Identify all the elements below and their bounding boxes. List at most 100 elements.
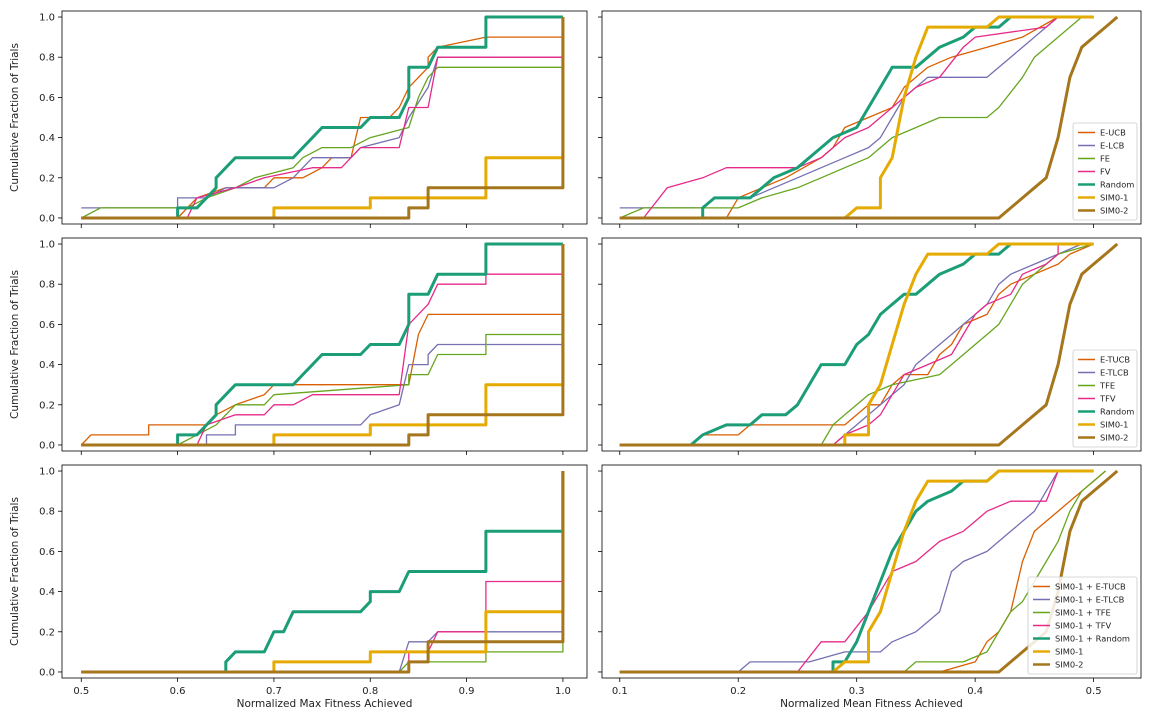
axes-frame <box>61 10 588 225</box>
series-line-sim0-1 <box>619 469 1094 674</box>
series-line-sim0-2 <box>81 244 565 447</box>
legend: E-TUCB E-TLCB TFE TFV Random SIM0-1 SIM0-2 <box>1072 349 1138 448</box>
x-tick-label: 0.5 <box>73 686 89 697</box>
series-line-sim0-1-tfv <box>619 470 1059 673</box>
y-tick-label: 0.0 <box>39 213 55 224</box>
legend-entry: E-TLCB <box>1100 368 1129 378</box>
y-tick-label: 0.2 <box>39 400 55 411</box>
legend-entry: SIM0-1 + E-TUCB <box>1055 582 1126 592</box>
legend-entry: E-UCB <box>1100 128 1126 138</box>
legend-entry: SIM0-1 + TFV <box>1055 621 1111 631</box>
legend-entry: SIM0-1 + E-TLCB <box>1055 595 1125 605</box>
y-tick-label: 0.4 <box>39 360 55 371</box>
series-line-tfe <box>619 243 1094 446</box>
x-tick-label: 0.7 <box>266 686 282 697</box>
y-tick-label: 0.6 <box>39 93 55 104</box>
legend-entry: Random <box>1100 407 1134 417</box>
legend-entry: FE <box>1100 154 1110 164</box>
series-line-fe <box>619 16 1094 219</box>
legend-box <box>1072 349 1138 448</box>
y-tick-label: 0.4 <box>39 133 55 144</box>
y-tick-label: 1.0 <box>39 240 55 251</box>
series-line-e-tlcb <box>81 244 564 446</box>
series-line-e-lcb <box>81 17 564 209</box>
legend-entry: TFV <box>1099 394 1116 404</box>
legend-entry: SIM0-1 + Random <box>1055 634 1130 644</box>
y-axis-label: Cumulative Fraction of Trials <box>9 497 21 646</box>
series-group <box>619 242 1119 447</box>
x-tick-label: 0.5 <box>1086 686 1102 697</box>
series-line-sim0-2 <box>619 15 1119 220</box>
series-group <box>619 15 1119 220</box>
x-tick-label: 0.2 <box>730 686 746 697</box>
axes-frame <box>61 464 588 679</box>
series-line-random <box>619 242 1094 447</box>
legend-entry: SIM0-1 <box>1055 647 1083 657</box>
legend-box <box>1072 122 1138 221</box>
legend-entry: Random <box>1100 180 1134 190</box>
legend-entry: E-TUCB <box>1100 355 1130 365</box>
series-group <box>80 242 565 447</box>
legend-box <box>1027 576 1138 675</box>
x-tick-label: 1.0 <box>555 686 571 697</box>
legend-entry: E-LCB <box>1100 141 1125 151</box>
x-tick-label: 0.4 <box>967 686 983 697</box>
series-line-sim0-1-tfe <box>619 470 1106 673</box>
series-line-fv <box>619 16 1094 219</box>
series-line-random <box>81 242 563 447</box>
axes-frame <box>61 237 588 452</box>
legend-entry: SIM0-2 <box>1100 433 1128 443</box>
series-line-sim0-1-e-tlcb <box>619 470 1059 673</box>
y-tick-label: 0.0 <box>39 667 55 678</box>
legend-entry: SIM0-1 <box>1100 420 1128 430</box>
axes-frame <box>601 10 1142 225</box>
series-line-tfv <box>81 244 564 446</box>
legend: SIM0-1 + E-TUCB SIM0-1 + E-TLCB SIM0-1 + T… <box>1027 576 1138 675</box>
series-line-fv <box>81 17 564 219</box>
series-group <box>81 471 565 674</box>
y-axis-label: Cumulative Fraction of Trials <box>9 43 21 192</box>
series-line-sim0-2 <box>619 242 1119 447</box>
y-tick-label: 0.8 <box>39 507 55 518</box>
x-axis-label: Normalized Max Fitness Achieved <box>237 698 413 710</box>
axes-frame <box>601 464 1142 679</box>
series-line-sim0-2 <box>81 471 565 674</box>
y-tick-label: 1.0 <box>39 467 55 478</box>
series-line-sim0-1 <box>619 15 1094 220</box>
panel-row2-right: E-TUCB E-TLCB TFE TFV Random SIM0-1 SIM0-2 <box>598 237 1142 455</box>
series-line-random <box>81 15 563 220</box>
axes-frame <box>601 237 1142 452</box>
legend-entry: SIM0-1 <box>1100 193 1128 203</box>
series-line-sim0-1 <box>81 471 565 674</box>
panel-row1-left: 0.0 0.2 0.4 0.6 0.8 1.0 Cumulative Fraction of… <box>9 10 588 228</box>
panel-row3-left: 0.5 0.6 0.7 0.8 0.9 1.0 0.0 0.2 0.4 0.6 0.8 1.0 Cumu… <box>9 464 588 710</box>
series-line-e-tucb <box>80 244 564 446</box>
y-tick-label: 0.2 <box>39 173 55 184</box>
x-tick-label: 0.8 <box>362 686 378 697</box>
y-tick-label: 0.0 <box>39 440 55 451</box>
y-tick-label: 0.6 <box>39 547 55 558</box>
legend-entry: FV <box>1100 167 1111 177</box>
y-tick-label: 0.8 <box>39 280 55 291</box>
panel-row2-left: 0.0 0.2 0.4 0.6 0.8 1.0 Cumulative Fraction of… <box>9 237 588 455</box>
legend-entry: TFE <box>1099 381 1115 391</box>
x-tick-label: 0.3 <box>849 686 865 697</box>
series-line-sim0-1-random <box>81 471 565 674</box>
y-tick-label: 0.8 <box>39 53 55 64</box>
y-axis-label: Cumulative Fraction of Trials <box>9 270 21 419</box>
series-line-e-lcb <box>619 16 1094 209</box>
series-line-fe <box>80 17 564 219</box>
legend: E-UCB E-LCB FE FV Random SIM0-1 SIM0-2 <box>1072 122 1138 221</box>
series-line-tfv <box>619 244 1059 446</box>
x-tick-label: 0.9 <box>459 686 475 697</box>
legend-entry: SIM0-1 + TFE <box>1055 608 1111 618</box>
legend-entry: SIM0-2 <box>1055 660 1083 670</box>
x-axis-label: Normalized Mean Fitness Achieved <box>780 698 963 710</box>
series-line-sim0-1 <box>81 17 565 220</box>
x-tick-label: 0.6 <box>170 686 186 697</box>
series-line-sim0-1 <box>81 244 565 447</box>
y-tick-label: 0.6 <box>39 320 55 331</box>
series-group <box>80 15 565 220</box>
y-tick-label: 1.0 <box>39 13 55 24</box>
